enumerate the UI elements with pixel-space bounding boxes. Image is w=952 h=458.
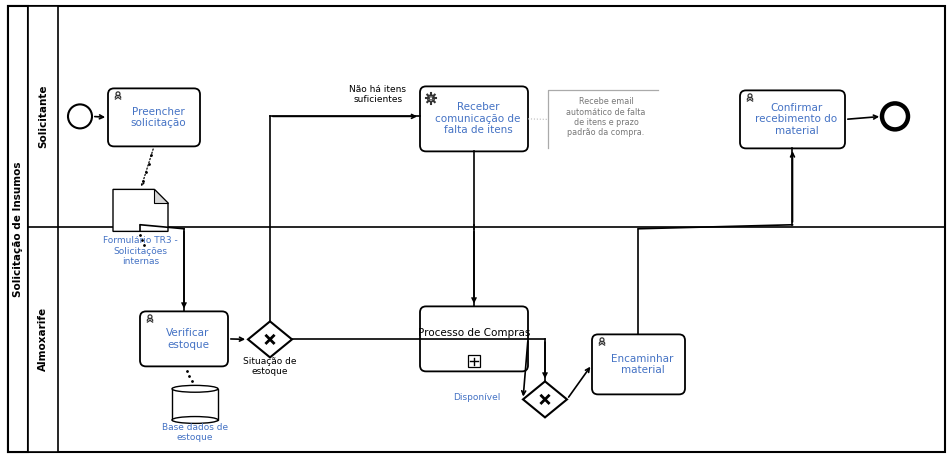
Bar — [467, 355, 480, 367]
Text: Base dados de
estoque: Base dados de estoque — [162, 423, 228, 442]
Polygon shape — [113, 190, 168, 231]
Ellipse shape — [171, 385, 218, 392]
Text: Solicitante: Solicitante — [38, 85, 48, 148]
Text: Receber
comunicação de
falta de itens: Receber comunicação de falta de itens — [435, 102, 520, 136]
Polygon shape — [248, 322, 291, 357]
Text: Confirmar
recebimento do
material: Confirmar recebimento do material — [755, 103, 837, 136]
FancyBboxPatch shape — [420, 87, 527, 152]
Text: Almoxarife: Almoxarife — [38, 307, 48, 371]
FancyBboxPatch shape — [591, 334, 684, 394]
Text: Encaminhar
material: Encaminhar material — [610, 354, 673, 375]
Bar — [8, 6, 28, 452]
FancyBboxPatch shape — [420, 306, 527, 371]
Text: Processo de Compras: Processo de Compras — [417, 328, 529, 338]
Bar — [28, 6, 58, 452]
Circle shape — [68, 104, 92, 128]
Text: Situação de
estoque: Situação de estoque — [243, 357, 296, 376]
Text: Verificar
estoque: Verificar estoque — [167, 328, 209, 350]
Text: Recebe email
automático de falta
de itens e prazo
padrão da compra.: Recebe email automático de falta de iten… — [565, 97, 645, 137]
FancyBboxPatch shape — [108, 88, 200, 147]
Text: Disponível: Disponível — [453, 393, 500, 402]
Polygon shape — [154, 190, 168, 203]
Text: Preencher
solicitação: Preencher solicitação — [130, 107, 186, 128]
Text: Solicitação de Insumos: Solicitação de Insumos — [13, 161, 23, 297]
FancyBboxPatch shape — [739, 90, 844, 148]
Polygon shape — [523, 382, 566, 417]
FancyBboxPatch shape — [140, 311, 228, 366]
Ellipse shape — [171, 416, 218, 423]
Text: Não há itens
suficientes: Não há itens suficientes — [349, 85, 407, 104]
Text: Formulário TR3 -
Solicitações
internas: Formulário TR3 - Solicitações internas — [103, 236, 178, 266]
Bar — [171, 389, 218, 420]
Circle shape — [881, 104, 907, 129]
